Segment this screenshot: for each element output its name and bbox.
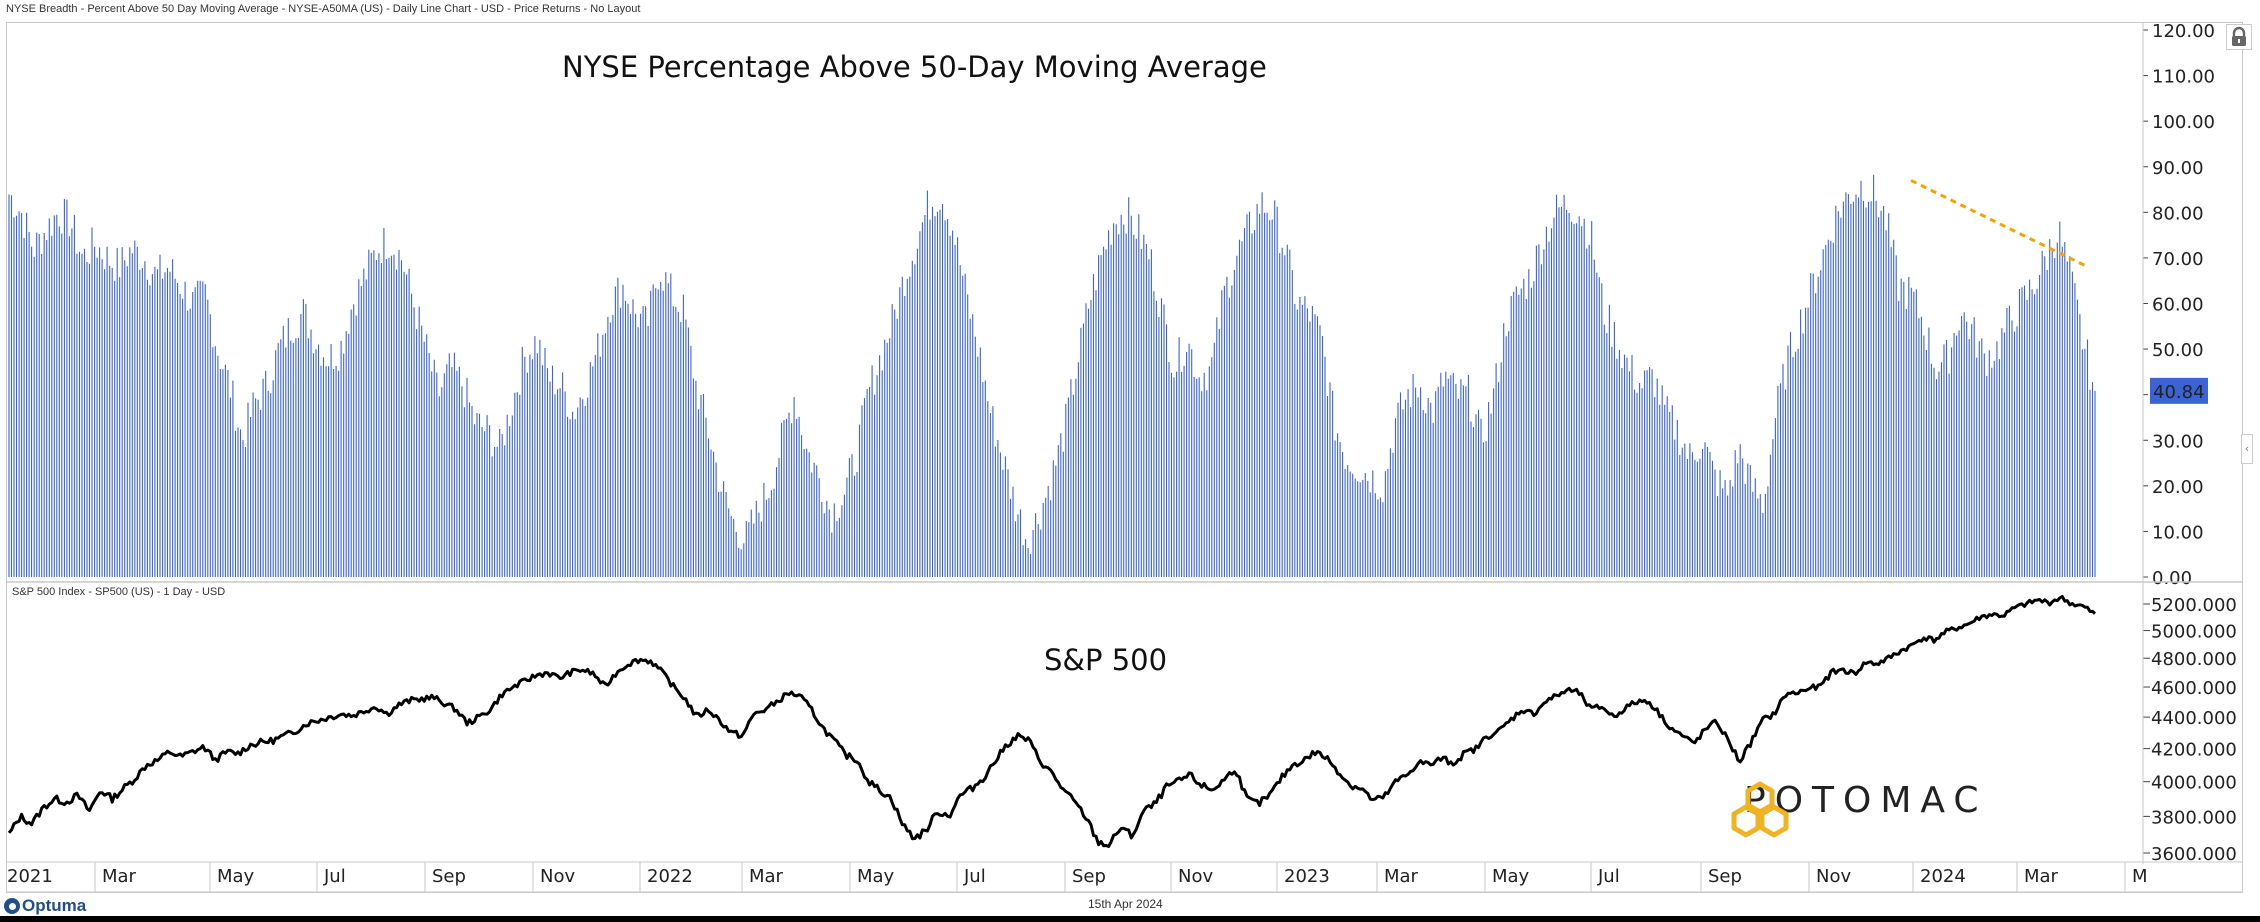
x-tick-label[interactable]: Sep <box>1072 866 1106 887</box>
optuma-logo[interactable]: Optuma <box>4 896 86 916</box>
sp-y-tick-label: 4400.000 <box>2151 708 2237 729</box>
lower-panel-sp500: S&P 500 5200.000 5000.000 4800.000 4600.000… <box>7 594 2237 865</box>
potomac-watermark: POTOMAC <box>1728 780 1988 838</box>
x-tick-label[interactable]: 2024 <box>1920 866 1966 887</box>
x-axis[interactable]: 2021 Mar May Jul Sep Nov 2022 Mar May Jul Sep Nov 20… <box>7 862 2243 893</box>
collapse-panel-button[interactable]: ‹ <box>2241 434 2253 464</box>
upper-panel-breadth: NYSE Percentage Above 50-Day Moving Aver… <box>8 21 2215 589</box>
y-tick-label: 90.00 <box>2152 158 2204 179</box>
last-value-badge <box>2150 377 2208 404</box>
x-tick-label[interactable]: Sep <box>432 866 466 887</box>
sp500-line <box>7 594 2096 848</box>
sp-y-tick-label: 4200.000 <box>2151 740 2237 761</box>
sp-y-tick-label: 4800.000 <box>2151 649 2237 670</box>
lower-y-axis: 5200.000 5000.000 4800.000 4600.000 4400.000… <box>2143 595 2237 865</box>
y-tick-label: 80.00 <box>2152 203 2204 224</box>
sp-y-tick-label: 4000.000 <box>2151 773 2237 794</box>
y-tick-label: 0.00 <box>2152 568 2192 589</box>
y-tick-label: 70.00 <box>2152 249 2204 270</box>
x-tick-label[interactable]: Jul <box>1597 866 1620 887</box>
chevron-left-icon: ‹ <box>2244 442 2250 455</box>
x-tick-label[interactable]: Jul <box>323 866 346 887</box>
x-tick-label[interactable]: Sep <box>1708 866 1742 887</box>
x-tick-label[interactable]: May <box>857 866 895 887</box>
sp-y-tick-label: 3800.000 <box>2151 807 2237 828</box>
last-value-label: 40.84 <box>2153 382 2205 403</box>
chart-header-title: NYSE Breadth - Percent Above 50 Day Movi… <box>6 3 641 15</box>
x-tick-label[interactable]: Mar <box>749 866 784 887</box>
lock-icon <box>2232 26 2246 46</box>
y-tick-label: 20.00 <box>2152 477 2204 498</box>
y-tick-label: 30.00 <box>2152 431 2204 452</box>
y-tick-label: 50.00 <box>2152 340 2204 361</box>
x-tick-label[interactable]: May <box>1492 866 1530 887</box>
y-tick-label: 120.00 <box>2152 21 2215 42</box>
lower-panel-caption: S&P 500 Index - SP500 (US) - 1 Day - USD <box>12 586 226 598</box>
upper-chart-title: NYSE Percentage Above 50-Day Moving Aver… <box>562 50 1267 84</box>
x-tick-label[interactable]: Mar <box>102 866 137 887</box>
x-tick-label[interactable]: Nov <box>1816 866 1851 887</box>
y-tick-label: 100.00 <box>2152 112 2215 133</box>
y-tick-label: 60.00 <box>2152 295 2204 316</box>
optuma-brand-text: Optuma <box>22 896 87 915</box>
x-tick-label[interactable]: 2021 <box>7 866 53 887</box>
x-tick-label[interactable]: 2023 <box>1284 866 1330 887</box>
trendline-dotted[interactable] <box>1910 179 2089 269</box>
x-tick-label[interactable]: Mar <box>1384 866 1419 887</box>
x-tick-label[interactable]: 2022 <box>647 866 693 887</box>
lower-chart-title: S&P 500 <box>1044 643 1167 677</box>
sp-y-tick-label: 5200.000 <box>2151 595 2237 616</box>
sp-y-tick-label: 3600.000 <box>2151 844 2237 865</box>
y-tick-label: 10.00 <box>2152 522 2204 543</box>
x-tick-label[interactable]: Nov <box>540 866 575 887</box>
breadth-bars <box>8 174 2096 577</box>
x-tick-label[interactable]: Jul <box>963 866 986 887</box>
x-tick-label[interactable]: Nov <box>1178 866 1213 887</box>
x-tick-label[interactable]: May <box>217 866 255 887</box>
sp-y-tick-label: 5000.000 <box>2151 622 2237 643</box>
y-tick-label: 110.00 <box>2152 67 2215 88</box>
footer-bar <box>0 916 2260 922</box>
x-tick-label[interactable]: Mar <box>2024 866 2059 887</box>
footer-date: 15th Apr 2024 <box>1088 897 1163 911</box>
sp-y-tick-label: 4600.000 <box>2151 678 2237 699</box>
potomac-logo-icon <box>1731 781 1789 838</box>
x-tick-label[interactable]: M <box>2132 866 2148 887</box>
lock-button[interactable] <box>2226 24 2252 50</box>
upper-y-axis: 120.00 110.00 100.00 90.00 80.00 70.00 60.00 50… <box>2143 21 2215 589</box>
optuma-logo-icon <box>4 898 20 914</box>
